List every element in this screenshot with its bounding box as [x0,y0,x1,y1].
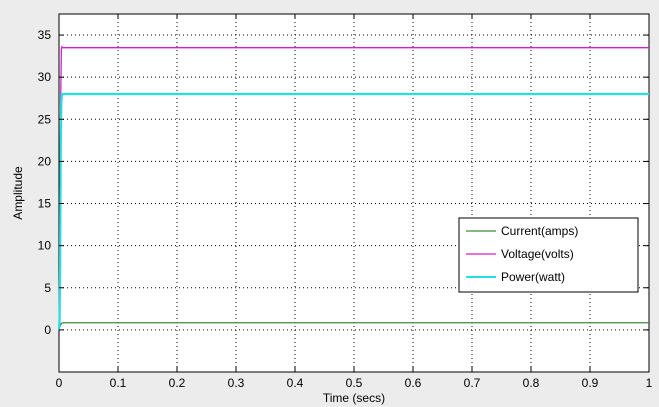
legend-label: Voltage(volts) [501,247,574,261]
x-tick-label: 0.4 [287,376,304,390]
x-tick-label: 0.3 [228,376,245,390]
y-ticks: 0 5 10 15 20 25 30 35 [38,28,649,337]
plot-area [58,13,650,373]
series-line-power-watt [57,92,649,330]
y-axis-label: Amplitude [11,166,25,220]
legend-box [458,217,639,293]
y-tick-label: 30 [38,70,52,84]
x-tick-label: 0 [56,376,63,390]
x-tick-label: 0.6 [405,376,422,390]
x-tick-label: 0.1 [110,376,127,390]
y-tick-label: 35 [38,28,52,42]
legend-label: Power(watt) [501,270,565,284]
y-tick-label: 0 [44,323,51,337]
y-tick-label: 10 [38,239,52,253]
y-tick-label: 20 [38,154,52,168]
legend-label: Current(amps) [501,224,578,238]
x-tick-label: 0.7 [464,376,481,390]
x-axis-label: Time (secs) [323,391,385,405]
y-tick-label: 5 [44,281,51,295]
x-ticks: 0 0.1 0.2 0.3 0.4 0.5 0.6 0.7 0.8 0.9 1 [56,14,653,390]
series-group [57,45,649,331]
y-tick-label: 15 [38,197,52,211]
legend: Current(amps) Voltage(volts) Power(watt) [458,217,639,293]
x-tick-label: 1 [646,376,653,390]
x-tick-label: 0.8 [523,376,540,390]
x-tick-label: 0.5 [346,376,363,390]
y-tick-label: 25 [38,112,52,126]
x-tick-label: 0.9 [582,376,599,390]
x-tick-label: 0.2 [169,376,186,390]
